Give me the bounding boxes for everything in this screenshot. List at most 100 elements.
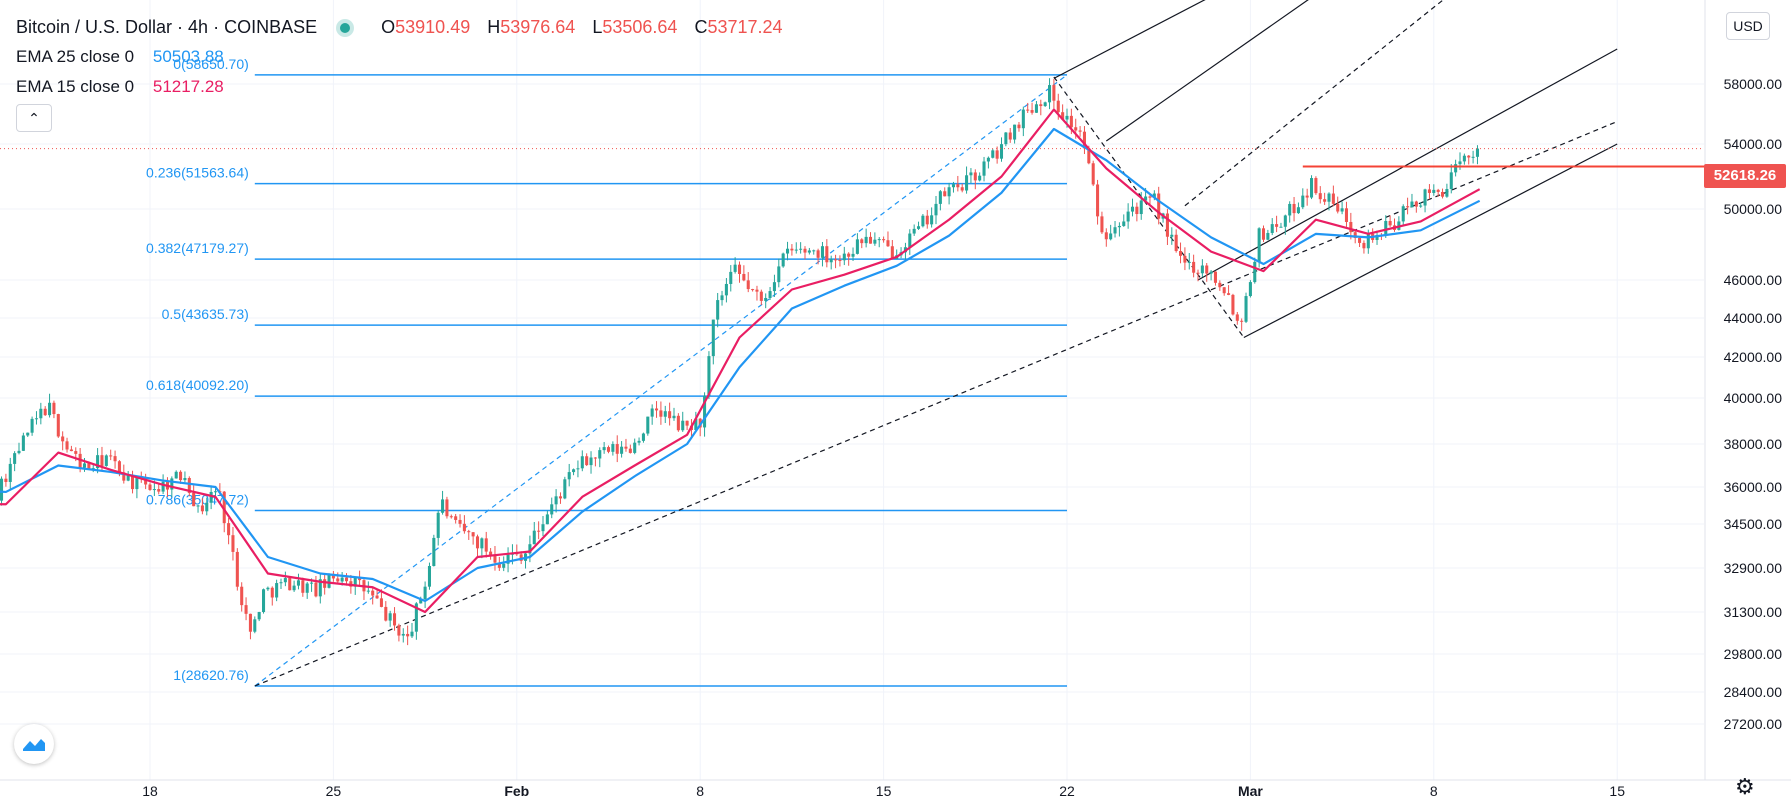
candle-body: [1213, 271, 1217, 283]
candle-body: [34, 418, 38, 420]
candle-body: [1353, 232, 1357, 239]
candle-body: [960, 187, 964, 191]
candle-body: [794, 249, 798, 251]
candle-body: [340, 577, 344, 582]
candle-body: [222, 491, 226, 524]
candle-body: [1196, 272, 1200, 274]
tradingview-logo-icon[interactable]: [14, 724, 54, 764]
price-tick-label: 46000.00: [1724, 272, 1783, 288]
candle-body: [1414, 201, 1418, 207]
candle-body: [1406, 206, 1410, 208]
ohlc-low-value: 53506.64: [602, 17, 678, 37]
candle-body: [982, 161, 986, 176]
candle-body: [489, 551, 493, 556]
symbol-row: Bitcoin / U.S. Dollar · 4h · COINBASE O5…: [16, 14, 783, 44]
candle-body: [663, 411, 667, 417]
candle-body: [585, 456, 589, 466]
candlesticks: [0, 78, 1479, 646]
candle-body: [1135, 206, 1139, 215]
candle-body: [1323, 199, 1327, 202]
candle-body: [1310, 178, 1314, 198]
candle-body: [633, 442, 637, 453]
candle-body: [17, 450, 21, 454]
candle-body: [1017, 124, 1021, 129]
candle-body: [812, 250, 816, 252]
candle-body: [558, 496, 562, 499]
candle-body: [1318, 193, 1322, 200]
ema15-line: [0, 108, 1481, 614]
candle-body: [39, 408, 43, 419]
candle-body: [528, 544, 532, 554]
candle-body: [620, 446, 624, 454]
candle-body: [1200, 265, 1204, 274]
candle-body: [1165, 213, 1169, 237]
candle-body: [61, 436, 65, 442]
ohlc-high-value: 53976.64: [500, 17, 576, 37]
candle-body: [1170, 234, 1174, 237]
candle-body: [1030, 110, 1034, 113]
candle-body: [606, 447, 611, 452]
candle-body: [563, 479, 567, 499]
candle-body: [205, 502, 209, 512]
time-tick-label: Mar: [1238, 783, 1263, 799]
candle-body: [1157, 193, 1161, 219]
resistance-price-tag: 52618.26: [1704, 164, 1786, 188]
symbol-title[interactable]: Bitcoin / U.S. Dollar · 4h · COINBASE: [16, 17, 318, 37]
price-tick-label: 58000.00: [1724, 76, 1783, 92]
fib-level-label: 0.382(47179.27): [146, 240, 249, 256]
candle-body: [1148, 196, 1152, 198]
candle-body: [135, 476, 139, 490]
candle-body: [999, 144, 1004, 159]
candle-body: [1192, 261, 1196, 273]
candle-body: [1432, 189, 1436, 193]
currency-button[interactable]: USD: [1726, 12, 1770, 40]
collapse-legend-button[interactable]: ⌃: [16, 104, 52, 132]
candle-body: [1358, 238, 1362, 243]
candle-body: [1104, 232, 1108, 240]
candle-body: [283, 578, 287, 583]
candle-body: [807, 250, 811, 253]
candle-body: [1275, 224, 1279, 227]
price-tick-label: 42000.00: [1724, 349, 1783, 365]
candle-body: [200, 505, 204, 512]
time-axis-background: [0, 780, 1791, 810]
candle-body: [820, 246, 824, 258]
candle-body: [1183, 255, 1187, 263]
candle-body: [742, 273, 746, 281]
time-tick-label: 18: [142, 783, 158, 799]
candle-body: [746, 280, 750, 290]
price-tick-label: 40000.00: [1724, 390, 1783, 406]
candle-body: [1013, 124, 1017, 140]
candle-body: [825, 246, 829, 263]
candle-body: [816, 250, 820, 258]
ema15-value: 51217.28: [152, 77, 224, 96]
ema25-label: EMA 25 close 0: [16, 47, 135, 66]
gear-icon[interactable]: ⚙: [1735, 774, 1755, 799]
ohlc-low-key: L: [592, 17, 603, 37]
candle-body: [231, 535, 235, 552]
candle-body: [445, 499, 449, 517]
candle-body: [257, 612, 261, 620]
candle-body: [144, 477, 148, 485]
candle-body: [772, 282, 776, 292]
candle-body: [131, 475, 135, 490]
candle-body: [1187, 261, 1191, 263]
candle-body: [641, 433, 645, 441]
candle-body: [454, 516, 458, 520]
candle-body: [672, 415, 676, 419]
trend-line: [254, 74, 1068, 687]
ohlc-close-key: C: [694, 17, 708, 37]
candle-body: [1100, 216, 1104, 233]
candle-body: [847, 253, 851, 257]
candle-body: [187, 478, 191, 493]
indicator-ema15[interactable]: EMA 15 close 0 51217.28: [16, 74, 783, 104]
candle-body: [192, 492, 196, 507]
candle-body: [864, 236, 868, 244]
candle-body: [703, 395, 707, 428]
candle-body: [1235, 314, 1239, 321]
indicator-ema25[interactable]: EMA 25 close 0 50503.88: [16, 44, 783, 74]
candle-body: [1283, 215, 1287, 227]
candle-body: [1427, 189, 1431, 193]
